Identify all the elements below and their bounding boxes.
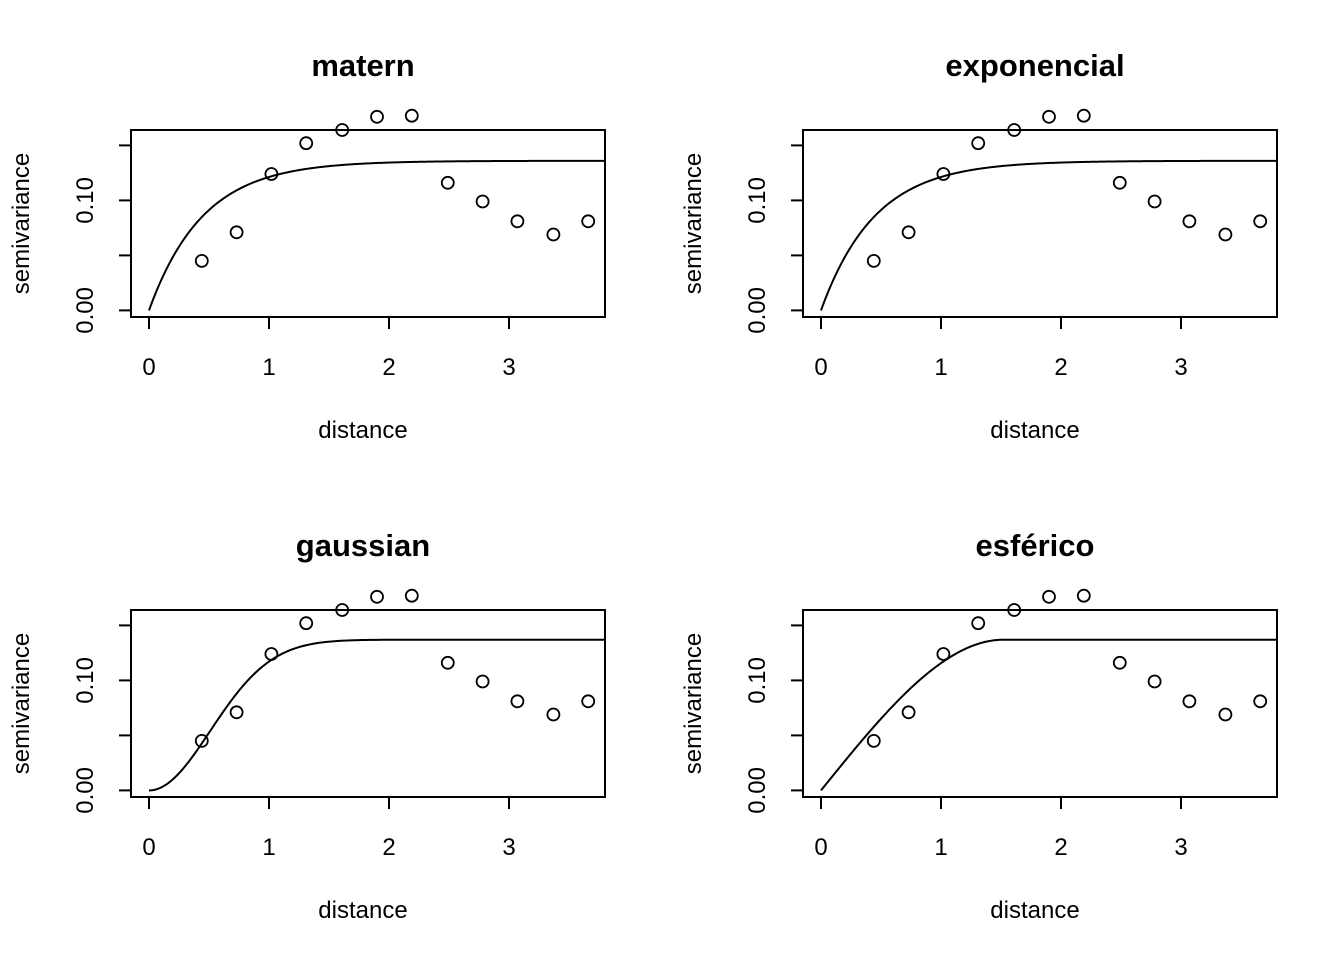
model-curve (820, 159, 1277, 311)
semivariance-point (546, 707, 561, 722)
x-tick-label: 2 (382, 834, 395, 861)
semivariance-point (1218, 227, 1233, 242)
chart-title: exponencial (945, 48, 1124, 83)
plot-frame (130, 609, 606, 798)
y-axis-label: semivariance (680, 153, 707, 294)
x-tick-label: 0 (142, 834, 155, 861)
x-axis-label: distance (990, 897, 1079, 924)
chart-title: esférico (976, 528, 1095, 563)
y-tick-label: 0.10 (72, 177, 99, 224)
semivariance-point (581, 694, 596, 709)
semivariance-point (1147, 674, 1162, 689)
x-axis-label: distance (990, 417, 1079, 444)
semivariance-point (440, 655, 455, 670)
y-axis-label: semivariance (8, 633, 35, 774)
semivariance-point (475, 674, 490, 689)
semivariance-point (901, 225, 916, 240)
x-tick-label: 1 (934, 354, 947, 381)
semivariance-point (1253, 694, 1268, 709)
x-tick-label: 0 (142, 354, 155, 381)
semivariance-point (264, 167, 279, 181)
semivariance-point (901, 705, 916, 720)
plot-frame (130, 129, 606, 318)
y-tick-label: 0.10 (744, 177, 771, 224)
x-tick-label: 3 (1174, 354, 1187, 381)
semivariance-point (370, 589, 384, 604)
semivariance-point (1112, 655, 1127, 670)
x-tick-label: 2 (382, 354, 395, 381)
semivariance-point (1112, 175, 1127, 190)
y-tick-label: 0.00 (72, 767, 99, 814)
x-tick-label: 3 (502, 834, 515, 861)
semivariance-point (510, 214, 525, 229)
semivariance-point (404, 588, 419, 603)
semivariance-point (299, 136, 314, 151)
semivariance-point (229, 705, 244, 720)
plot-frame (802, 129, 1278, 318)
chart-title: gaussian (296, 528, 430, 563)
semivariance-point (194, 734, 209, 748)
x-tick-label: 0 (814, 354, 827, 381)
semivariance-point (370, 109, 384, 124)
semivariance-point (866, 734, 881, 748)
y-tick-label: 0.00 (744, 767, 771, 814)
x-tick-label: 3 (1174, 834, 1187, 861)
x-tick-label: 2 (1054, 354, 1067, 381)
x-tick-label: 1 (262, 834, 275, 861)
semivariance-point (510, 694, 525, 709)
semivariance-point (1182, 214, 1197, 229)
semivariance-point (936, 647, 951, 661)
semivariance-point (936, 167, 951, 181)
semivariance-point (194, 253, 209, 268)
semivariance-point (1218, 707, 1233, 722)
semivariance-point (866, 253, 881, 268)
x-tick-label: 3 (502, 354, 515, 381)
semivariance-point (1076, 588, 1091, 603)
semivariogram-panel-1: exponencial 0 1 2 3 0.00 0.10 distance semivaria… (680, 48, 1278, 444)
semivariogram-panel-0: matern 0 1 2 3 0.00 0.10 distance semivariance (8, 48, 606, 444)
y-axis-label: semivariance (8, 153, 35, 294)
semivariance-point (440, 175, 455, 190)
y-tick-label: 0.00 (744, 287, 771, 334)
semivariance-point (404, 108, 419, 123)
model-curve (820, 638, 1277, 792)
semivariance-point (299, 616, 314, 631)
semivariance-point (1147, 194, 1162, 209)
model-curve (148, 638, 605, 792)
semivariance-point (1042, 589, 1056, 604)
semivariance-point (264, 647, 279, 661)
x-tick-label: 2 (1054, 834, 1067, 861)
x-tick-label: 0 (814, 834, 827, 861)
x-tick-label: 1 (934, 834, 947, 861)
y-tick-label: 0.10 (72, 657, 99, 704)
y-tick-label: 0.10 (744, 657, 771, 704)
semivariance-point (1253, 214, 1268, 229)
semivariance-point (229, 225, 244, 240)
semivariance-point (1007, 123, 1022, 137)
semivariance-point (1007, 603, 1022, 617)
model-curve (148, 159, 605, 311)
semivariance-point (1182, 694, 1197, 709)
x-tick-label: 1 (262, 354, 275, 381)
semivariance-point (475, 194, 490, 209)
semivariance-point (1042, 109, 1056, 124)
y-tick-label: 0.00 (72, 287, 99, 334)
semivariogram-panel-3: esférico 0 1 2 3 0.00 0.10 distance semivariance (680, 528, 1278, 924)
semivariance-point (971, 136, 986, 151)
chart-title: matern (311, 48, 414, 83)
semivariogram-panel-2: gaussian 0 1 2 3 0.00 0.10 distance semivariance (8, 528, 606, 924)
semivariance-point (971, 616, 986, 631)
y-axis-label: semivariance (680, 633, 707, 774)
semivariance-point (1076, 108, 1091, 123)
x-axis-label: distance (318, 417, 407, 444)
x-axis-label: distance (318, 897, 407, 924)
semivariance-point (581, 214, 596, 229)
plot-frame (802, 609, 1278, 798)
semivariance-point (335, 123, 350, 137)
semivariance-point (335, 603, 350, 617)
semivariance-point (546, 227, 561, 242)
